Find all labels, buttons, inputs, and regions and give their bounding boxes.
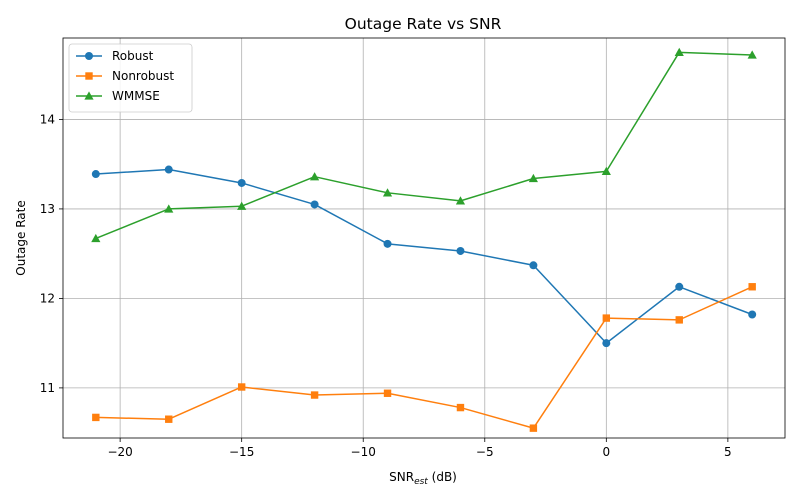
- legend-label: WMMSE: [112, 89, 160, 103]
- x-axis-label-main: SNR: [389, 470, 414, 484]
- legend-marker: [85, 52, 93, 60]
- x-axis-label: SNRest (dB): [389, 470, 457, 487]
- nonrobust-point: [165, 415, 173, 423]
- x-tick-label: 0: [603, 445, 611, 459]
- robust-point: [456, 246, 465, 255]
- robust-point: [237, 178, 246, 187]
- nonrobust-point: [602, 314, 611, 322]
- wmmse-point: [747, 50, 757, 59]
- wmmse-point: [91, 233, 101, 243]
- nonrobust-point: [237, 383, 246, 391]
- robust-point: [383, 239, 392, 248]
- robust-line: [95, 168, 753, 344]
- x-axis-label-unit: (dB): [428, 470, 457, 484]
- legend-label: Robust: [112, 49, 154, 63]
- nonrobust-point: [748, 283, 756, 291]
- legend-item-nonrobust: Nonrobust: [76, 69, 174, 83]
- wmmse-point: [310, 172, 320, 181]
- y-tick-label: 12: [40, 291, 55, 305]
- wmmse-point: [528, 173, 538, 183]
- y-tick-label: 13: [40, 202, 55, 216]
- wmmse-point: [382, 188, 393, 197]
- robust-point: [310, 200, 319, 209]
- nonrobust-point: [675, 316, 683, 324]
- legend: Robust Nonrobust WMMSE: [68, 43, 193, 113]
- robust-point: [675, 282, 684, 291]
- axis-ticks: −20 −15 −10 −5 0 5 11 12 13 14: [40, 112, 732, 459]
- wmmse-point: [237, 201, 247, 210]
- wmmse-point: [164, 204, 174, 213]
- nonrobust-point: [92, 413, 100, 422]
- wmmse-point: [674, 47, 684, 56]
- legend-marker: [84, 91, 94, 100]
- y-tick-label: 11: [40, 381, 55, 395]
- legend-item-robust: Robust: [76, 49, 154, 63]
- wmmse-point: [455, 196, 466, 205]
- legend-marker: [85, 72, 93, 80]
- plot-series: [91, 47, 757, 432]
- robust-point: [602, 339, 611, 348]
- nonrobust-point: [310, 391, 319, 399]
- robust-point: [529, 261, 538, 270]
- y-tick-label: 14: [40, 112, 55, 126]
- x-tick-label: −20: [107, 445, 132, 459]
- legend-label: Nonrobust: [112, 69, 174, 83]
- x-tick-label: −15: [229, 445, 254, 459]
- x-tick-label: 5: [724, 445, 732, 459]
- wmmse-line: [95, 51, 753, 240]
- robust-point: [748, 310, 757, 319]
- x-tick-label: −5: [476, 445, 494, 459]
- series-robust: [91, 165, 757, 348]
- x-axis-label-subscript: est: [414, 477, 428, 487]
- nonrobust-point: [529, 424, 538, 432]
- series-wmmse: [91, 47, 757, 243]
- wmmse-point: [601, 166, 611, 176]
- series-nonrobust: [92, 283, 756, 432]
- robust-point: [91, 170, 100, 179]
- plot-frame: [62, 37, 786, 439]
- chart-title: Outage Rate vs SNR: [345, 15, 502, 33]
- y-axis-label: Outage Rate: [14, 200, 28, 275]
- legend-box: [68, 43, 193, 113]
- legend-item-wmmse: WMMSE: [76, 89, 160, 103]
- robust-point: [164, 165, 173, 174]
- nonrobust-point: [383, 389, 392, 397]
- nonrobust-line: [95, 286, 753, 429]
- nonrobust-point: [456, 403, 465, 412]
- x-tick-label: −10: [351, 445, 376, 459]
